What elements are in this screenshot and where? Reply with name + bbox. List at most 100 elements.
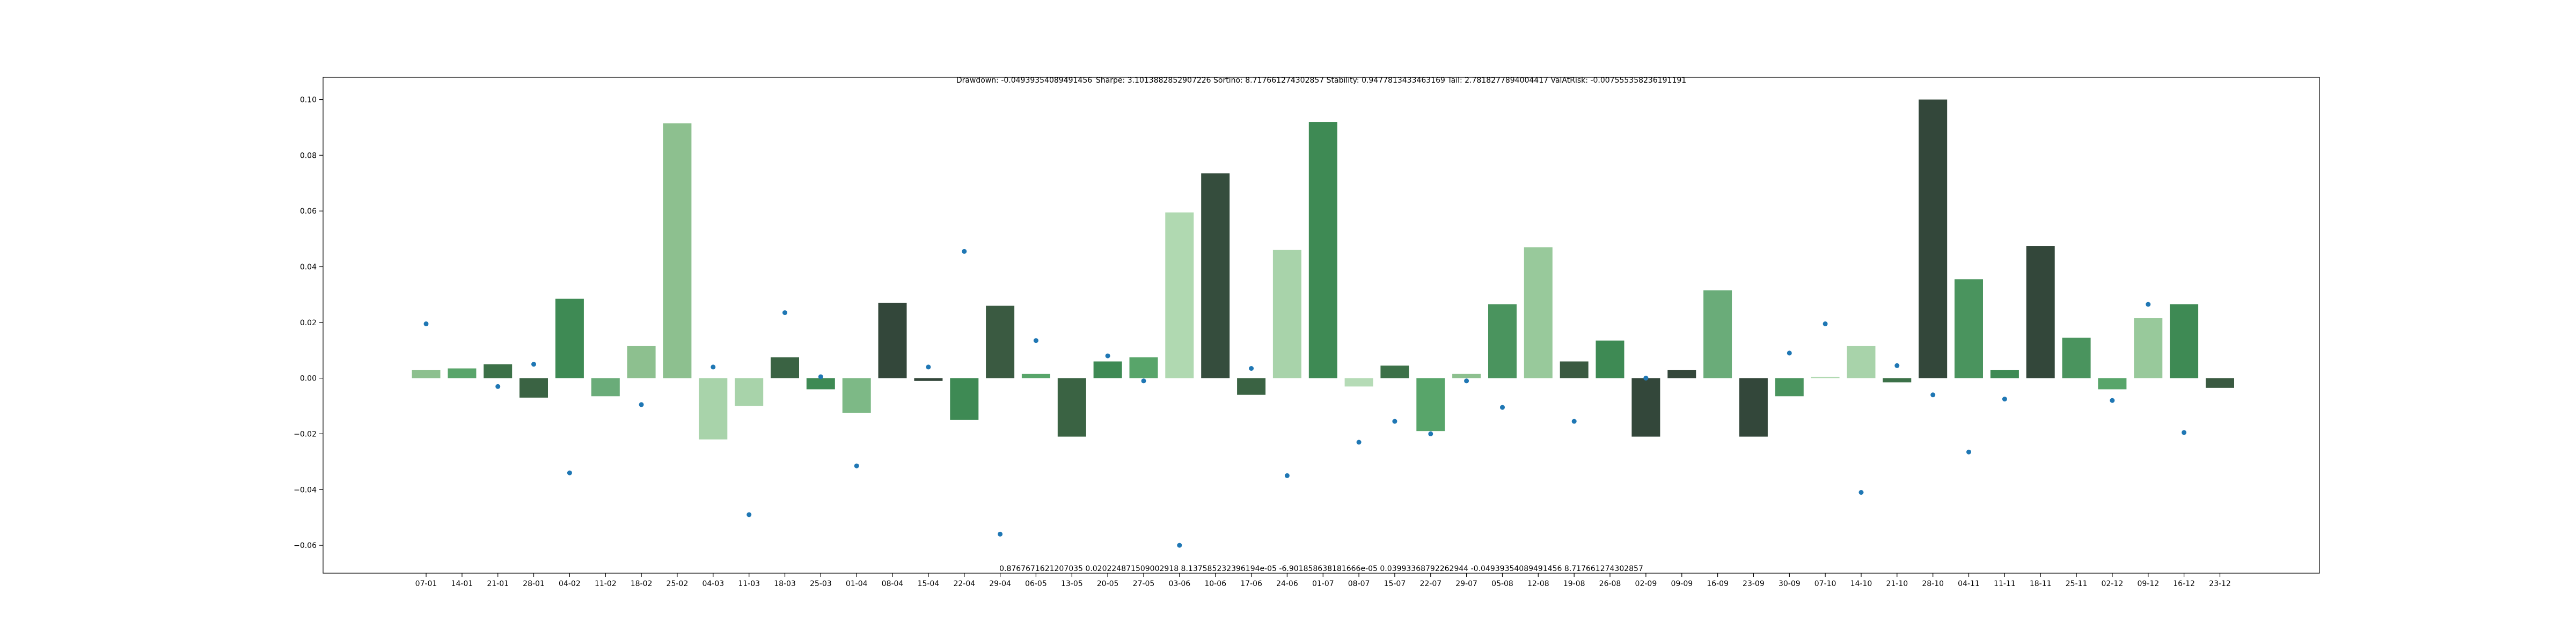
x-tick-label: 27-05: [1133, 580, 1155, 588]
x-tick-label: 03-06: [1168, 580, 1190, 588]
x-tick-label: 10-06: [1204, 580, 1226, 588]
bar-29-07: [1452, 374, 1481, 378]
scatter-point-05-08: [1500, 405, 1505, 410]
scatter-point-11-03: [747, 512, 752, 517]
x-tick-label: 04-03: [702, 580, 724, 588]
bar-02-09: [1631, 378, 1660, 437]
x-tick-label: 23-09: [1743, 580, 1765, 588]
scatter-point-30-09: [1787, 350, 1792, 356]
x-tick-label: 23-12: [2209, 580, 2231, 588]
y-tick-label: 0.02: [300, 319, 317, 327]
x-tick-label: 01-04: [846, 580, 868, 588]
bar-25-11: [2062, 338, 2091, 378]
scatter-point-07-01: [423, 321, 429, 326]
x-tick-label: 28-01: [523, 580, 545, 588]
y-tick-label: −0.02: [294, 430, 317, 438]
x-tick-label: 04-11: [1958, 580, 1980, 588]
scatter-point-06-05: [1033, 338, 1038, 343]
bar-12-08: [1524, 247, 1553, 378]
bar-04-03: [699, 378, 728, 440]
bar-04-02: [555, 298, 584, 378]
bar-07-10: [1811, 377, 1840, 378]
bar-18-11: [2026, 246, 2055, 378]
x-tick-label: 09-09: [1671, 580, 1693, 588]
x-tick-label: 01-07: [1312, 580, 1334, 588]
y-tick-label: −0.06: [294, 541, 317, 550]
bar-16-12: [2170, 304, 2199, 378]
bar-27-05: [1129, 357, 1158, 378]
scatter-point-28-01: [531, 362, 536, 367]
bar-09-09: [1667, 370, 1696, 378]
bar-13-05: [1057, 378, 1086, 437]
bar-01-04: [842, 378, 871, 413]
scatter-point-18-02: [639, 402, 644, 407]
bar-11-02: [591, 378, 620, 397]
bar-23-12: [2206, 378, 2234, 388]
x-tick-label: 18-02: [631, 580, 653, 588]
scatter-point-16-12: [2182, 430, 2187, 435]
y-tick-label: 0.04: [300, 263, 317, 272]
axes-frame: [323, 77, 2320, 574]
x-tick-label: 02-12: [2102, 580, 2124, 588]
bar-11-11: [1990, 370, 2019, 378]
bar-04-11: [1955, 279, 1983, 378]
y-tick-label: −0.04: [294, 486, 317, 494]
scatter-point-21-01: [495, 384, 501, 389]
x-tick-label: 08-07: [1348, 580, 1370, 588]
x-tick-label: 16-12: [2173, 580, 2195, 588]
scatter-point-15-04: [926, 364, 931, 370]
scatter-point-22-04: [962, 248, 967, 254]
y-tick-label: 0.06: [300, 207, 317, 216]
scatter-point-02-12: [2110, 398, 2115, 403]
bar-21-10: [1883, 378, 1912, 383]
x-tick-label: 14-01: [451, 580, 473, 588]
x-tick-label: 02-09: [1635, 580, 1657, 588]
x-tick-label: 22-04: [953, 580, 975, 588]
x-tick-label: 25-11: [2066, 580, 2088, 588]
bar-18-03: [771, 357, 799, 378]
scatter-point-29-04: [998, 531, 1003, 537]
x-tick-label: 15-04: [918, 580, 940, 588]
bar-08-04: [878, 303, 907, 378]
scatter-point-25-03: [818, 374, 823, 379]
bar-30-09: [1775, 378, 1804, 397]
x-tick-label: 11-03: [738, 580, 760, 588]
y-tick-label: 0.10: [300, 96, 317, 105]
scatter-point-14-10: [1858, 490, 1864, 495]
x-tick-label: 21-01: [487, 580, 509, 588]
x-tick-label: 14-10: [1850, 580, 1872, 588]
scatter-point-24-06: [1284, 473, 1290, 478]
bar-23-09: [1739, 378, 1768, 437]
x-tick-label: 07-10: [1814, 580, 1836, 588]
scatter-point-03-06: [1177, 543, 1182, 548]
x-tick-label: 08-04: [882, 580, 904, 588]
x-tick-label: 09-12: [2137, 580, 2159, 588]
scatter-point-22-07: [1428, 431, 1433, 436]
x-tick-label: 20-05: [1097, 580, 1119, 588]
x-tick-label: 28-10: [1922, 580, 1944, 588]
bar-10-06: [1201, 173, 1230, 378]
bar-05-08: [1488, 304, 1517, 378]
bar-14-10: [1847, 346, 1876, 378]
scatter-point-01-04: [854, 463, 859, 469]
bar-03-06: [1165, 212, 1194, 378]
x-tick-label: 07-01: [415, 580, 437, 588]
y-tick-label: 0.00: [300, 375, 317, 383]
scatter-point-20-05: [1105, 353, 1110, 358]
x-tick-label: 13-05: [1061, 580, 1083, 588]
scatter-point-04-03: [711, 364, 716, 370]
scatter-point-17-06: [1249, 366, 1254, 371]
bar-22-07: [1416, 378, 1445, 431]
x-tick-label: 18-03: [774, 580, 796, 588]
scatter-point-28-10: [1930, 392, 1936, 398]
x-tick-label: 26-08: [1599, 580, 1621, 588]
bar-17-06: [1237, 378, 1266, 395]
scatter-point-11-11: [2002, 397, 2007, 402]
bar-28-01: [519, 378, 548, 398]
x-tick-label: 30-09: [1779, 580, 1801, 588]
scatter-point-09-12: [2146, 302, 2151, 307]
x-tick-label: 17-06: [1240, 580, 1262, 588]
x-tick-label: 24-06: [1276, 580, 1298, 588]
bar-24-06: [1272, 250, 1301, 378]
